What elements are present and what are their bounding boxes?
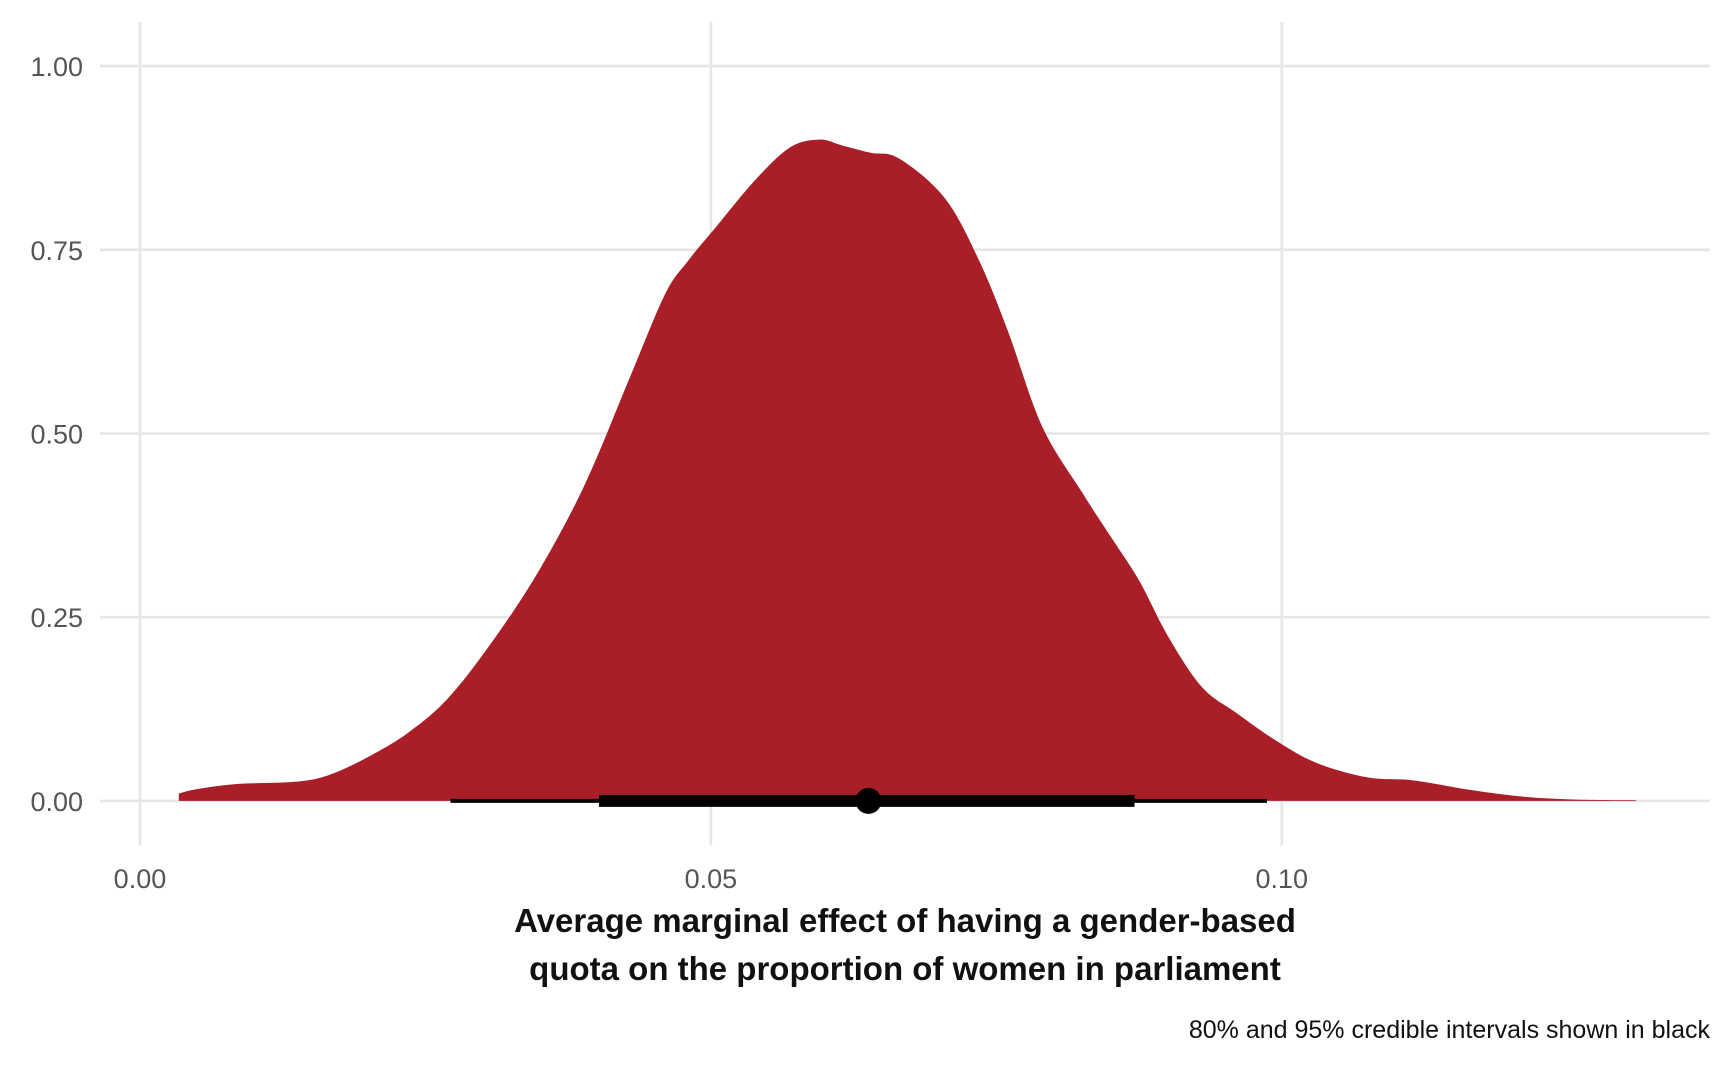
y-axis-tick-labels: 0.00 0.25 0.50 0.75 1.00 [30, 52, 83, 817]
x-axis-tick-labels: 0.00 0.05 0.10 [114, 864, 1308, 894]
y-tick-label-1: 0.25 [30, 603, 83, 633]
x-axis-title-line-2: quota on the proportion of women in parl… [529, 950, 1281, 987]
posterior-density-area [178, 139, 1636, 801]
y-tick-label-0: 0.00 [30, 787, 83, 817]
x-tick-label-0: 0.00 [114, 864, 167, 894]
chart-caption: 80% and 95% credible intervals shown in … [1189, 1016, 1711, 1044]
density-area-layer [178, 139, 1636, 801]
x-tick-label-1: 0.05 [685, 864, 738, 894]
x-tick-label-2: 0.10 [1256, 864, 1309, 894]
point-estimate-marker [855, 787, 882, 814]
y-tick-label-2: 0.50 [30, 420, 83, 450]
credible-interval-layer [450, 787, 1267, 814]
y-tick-label-4: 1.00 [30, 52, 83, 82]
x-axis-title-line-1: Average marginal effect of having a gend… [514, 902, 1296, 939]
y-tick-label-3: 0.75 [30, 236, 83, 266]
